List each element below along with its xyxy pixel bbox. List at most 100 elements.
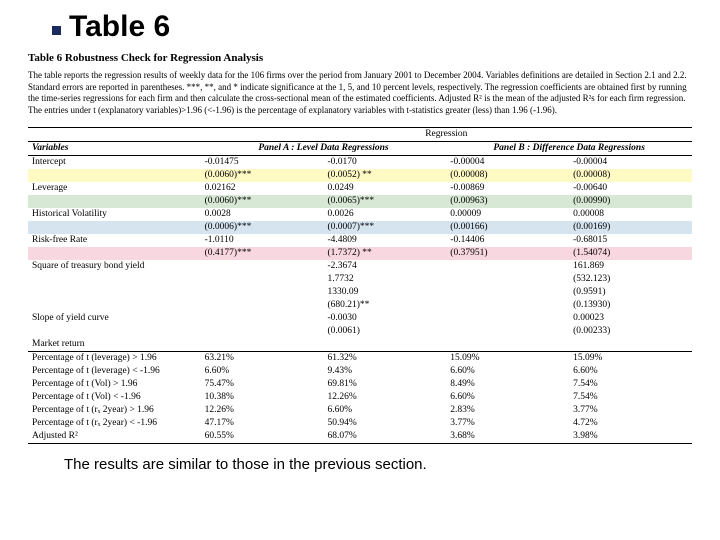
cell-se: (0.00233) <box>569 325 692 338</box>
table-row: Slope of yield curve -0.0030 0.00023 <box>28 312 692 325</box>
cell-value: 6.60% <box>569 365 692 378</box>
cell-value <box>201 286 324 299</box>
cell-value: 3.77% <box>569 404 692 417</box>
cell-se <box>201 273 324 286</box>
row-label: Percentage of t (Vol) > 1.96 <box>28 378 201 391</box>
cell-se: (0.0006)*** <box>201 221 324 234</box>
table-row: Percentage of t (Vol) > 1.9675.47%69.81%… <box>28 378 692 391</box>
header-panelB: Panel B : Difference Data Regressions <box>446 141 692 155</box>
row-label: Leverage <box>28 182 201 195</box>
table-row: Leverage0.021620.0249-0.00869-0.00640 <box>28 182 692 195</box>
table-row: Percentage of t (Vol) < -1.9610.38%12.26… <box>28 391 692 404</box>
row-label: Square of treasury bond yield <box>28 260 201 273</box>
cell-value: 61.32% <box>323 351 446 365</box>
cell-se: (0.0052) ** <box>323 169 446 182</box>
table-caption: Table 6 Robustness Check for Regression … <box>28 52 692 64</box>
cell-value: -0.01475 <box>201 155 324 169</box>
cell-se: (0.00990) <box>569 195 692 208</box>
cell-value: 161.869 <box>569 260 692 273</box>
table-row: (0.0006)***(0.0007)***(0.00166)(0.00169) <box>28 221 692 234</box>
row-label: Percentage of t (Vol) < -1.96 <box>28 391 201 404</box>
table-row: Adjusted R²60.55%68.07%3.68%3.98% <box>28 430 692 444</box>
row-label: Market return <box>28 338 201 352</box>
table-row: Percentage of t (leverage) < -1.966.60%9… <box>28 365 692 378</box>
cell-se: (1.54074) <box>569 247 692 260</box>
row-label: Adjusted R² <box>28 430 201 444</box>
cell-se: (1.7372) ** <box>323 247 446 260</box>
cell-value: -0.00640 <box>569 182 692 195</box>
cell-value: -0.00004 <box>569 155 692 169</box>
cell-value: 15.09% <box>569 351 692 365</box>
cell-se <box>446 273 569 286</box>
cell-value: -0.0170 <box>323 155 446 169</box>
cell-se: (0.0061) <box>323 325 446 338</box>
cell-value: 15.09% <box>446 351 569 365</box>
row-label: Risk-free Rate <box>28 234 201 247</box>
bottom-note: The results are similar to those in the … <box>64 456 692 473</box>
cell-value: -2.3674 <box>323 260 446 273</box>
cell-value: 0.0249 <box>323 182 446 195</box>
header-regression: Regression <box>201 127 692 141</box>
cell-value: 68.07% <box>323 430 446 444</box>
cell-value: -0.0030 <box>323 312 446 325</box>
cell-value: 63.21% <box>201 351 324 365</box>
cell-se: (0.00169) <box>569 221 692 234</box>
table-row: (0.0061) (0.00233) <box>28 325 692 338</box>
table-row: (0.0060)***(0.0052) **(0.00008)(0.00008) <box>28 169 692 182</box>
cell-value: 6.60% <box>446 365 569 378</box>
cell-value: 0.02162 <box>201 182 324 195</box>
row-label: Percentage of t (leverage) > 1.96 <box>28 351 201 365</box>
cell-value: 3.98% <box>569 430 692 444</box>
cell-se: (0.4177)*** <box>201 247 324 260</box>
cell-value: 3.68% <box>446 430 569 444</box>
cell-se: (0.00008) <box>446 169 569 182</box>
table-row: (0.0060)***(0.0065)***(0.00963)(0.00990) <box>28 195 692 208</box>
cell-value <box>446 338 569 352</box>
row-label: Intercept <box>28 155 201 169</box>
cell-value: 12.26% <box>323 391 446 404</box>
cell-value: -0.00869 <box>446 182 569 195</box>
cell-se: (0.0065)*** <box>323 195 446 208</box>
row-label: Percentage of t (rₓ 2year) > 1.96 <box>28 404 201 417</box>
table-row: Risk-free Rate-1.0110-4.4809-0.14406-0.6… <box>28 234 692 247</box>
cell-se: (0.00166) <box>446 221 569 234</box>
cell-value: 0.00023 <box>569 312 692 325</box>
regression-table: Regression Variables Panel A : Level Dat… <box>28 127 692 444</box>
cell-se <box>201 325 324 338</box>
cell-value: 75.47% <box>201 378 324 391</box>
cell-value: 60.55% <box>201 430 324 444</box>
cell-value: 7.54% <box>569 378 692 391</box>
cell-value <box>323 338 446 352</box>
cell-value: -0.14406 <box>446 234 569 247</box>
cell-value: 2.83% <box>446 404 569 417</box>
cell-value: 0.0028 <box>201 208 324 221</box>
cell-value: -1.0110 <box>201 234 324 247</box>
cell-value: 12.26% <box>201 404 324 417</box>
row-label: Percentage of t (rₓ 2year) < -1.96 <box>28 417 201 430</box>
cell-value: 9.43% <box>323 365 446 378</box>
cell-value: 10.38% <box>201 391 324 404</box>
cell-value: 6.60% <box>201 365 324 378</box>
cell-se: (0.13930) <box>569 299 692 312</box>
cell-value <box>569 338 692 352</box>
cell-se: 1.7732 <box>323 273 446 286</box>
cell-value: 50.94% <box>323 417 446 430</box>
table-row: Square of treasury bond yield -2.3674 161.… <box>28 260 692 273</box>
cell-value <box>446 260 569 273</box>
table-row: 1330.09(0.9591) <box>28 286 692 299</box>
cell-value: 0.00009 <box>446 208 569 221</box>
cell-value: (0.9591) <box>569 286 692 299</box>
cell-value <box>201 312 324 325</box>
cell-se: (0.0060)*** <box>201 169 324 182</box>
table-row: 1.7732(532.123) <box>28 273 692 286</box>
table-row: Percentage of t (rₓ 2year) > 1.9612.26%6… <box>28 404 692 417</box>
bullet-icon <box>52 26 61 35</box>
cell-se: (0.00008) <box>569 169 692 182</box>
cell-value: 4.72% <box>569 417 692 430</box>
table-note: The table reports the regression results… <box>28 70 692 117</box>
row-label <box>28 286 201 299</box>
row-label: Slope of yield curve <box>28 312 201 325</box>
table-row: (0.4177)***(1.7372) **(0.37951)(1.54074) <box>28 247 692 260</box>
table-row: Historical Volatility0.00280.00260.00009… <box>28 208 692 221</box>
table-row: Market return <box>28 338 692 352</box>
